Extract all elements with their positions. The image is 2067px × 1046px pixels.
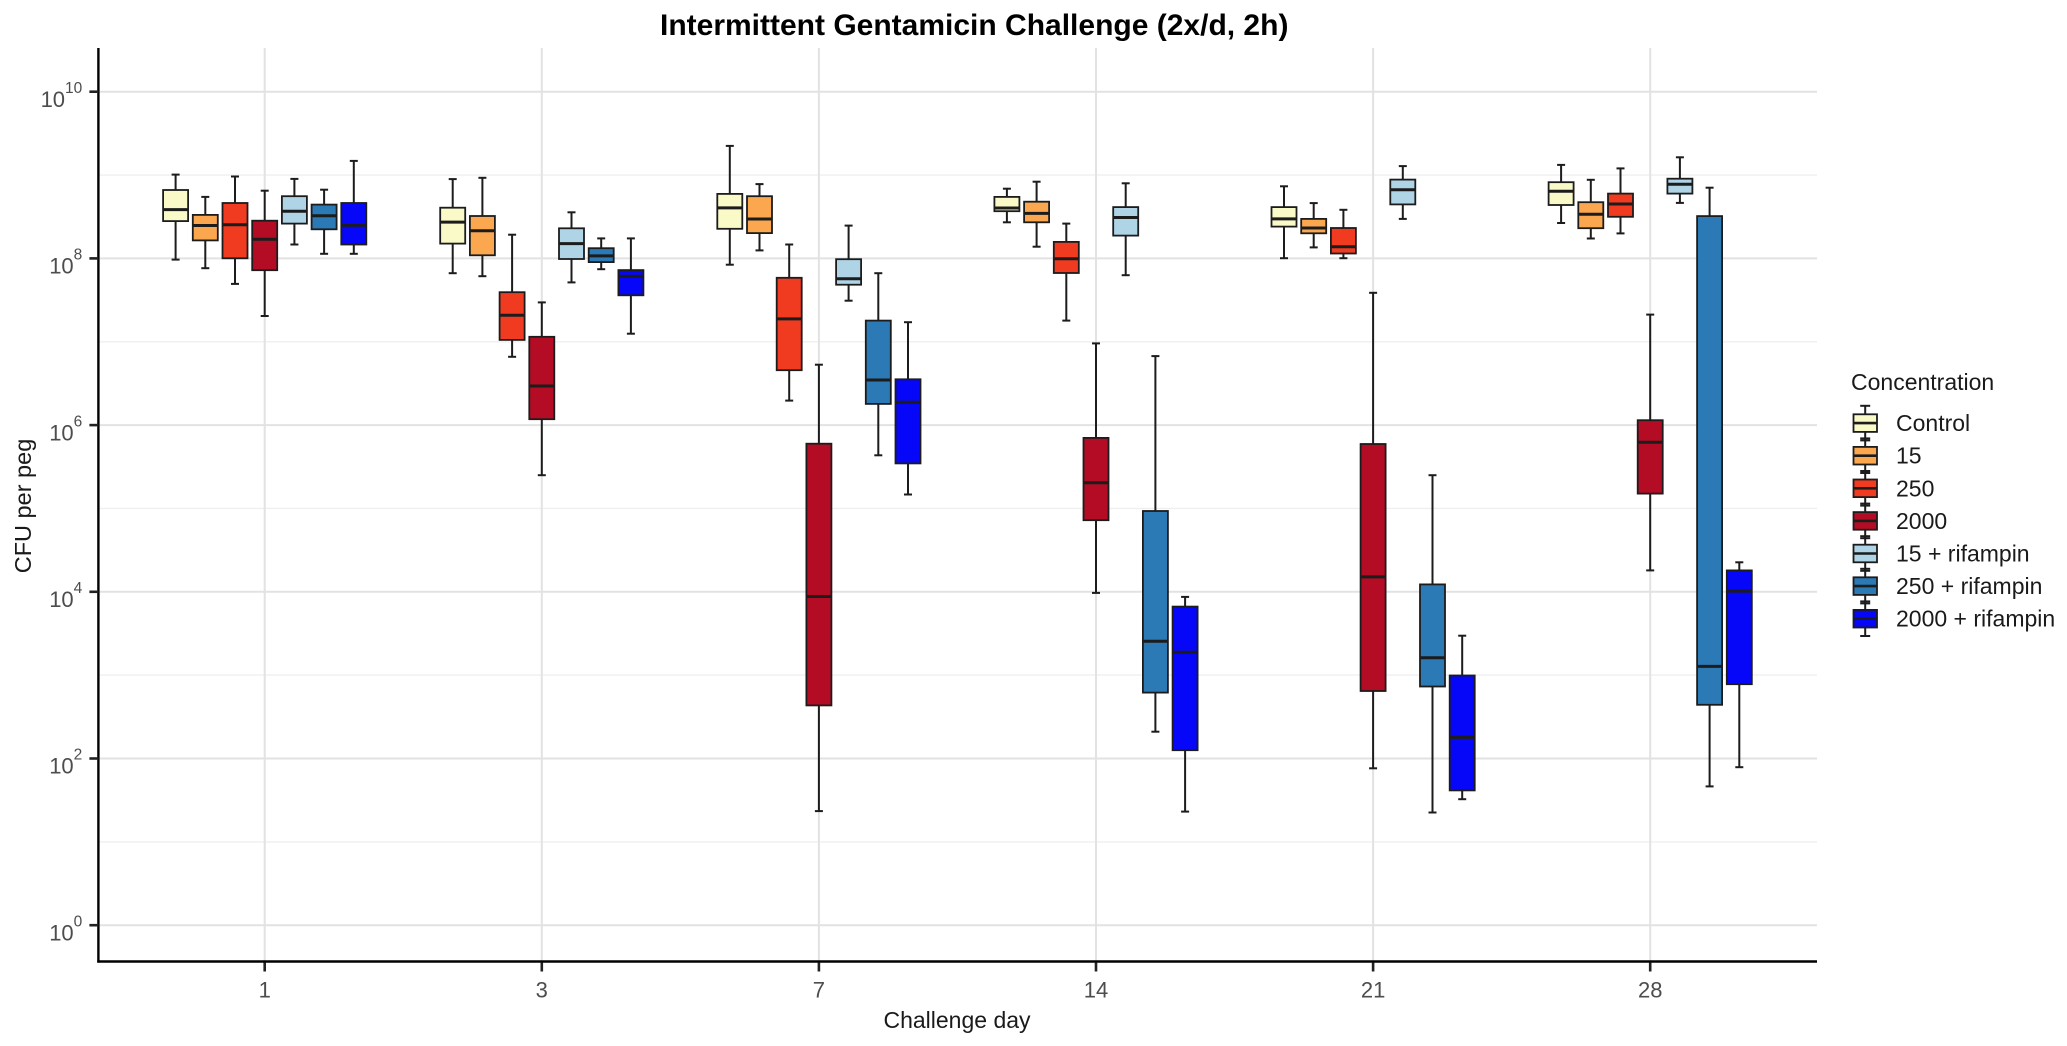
svg-text:Intermittent Gentamicin Challe: Intermittent Gentamicin Challenge (2x/d,… xyxy=(660,9,1288,42)
svg-text:14: 14 xyxy=(1084,978,1108,1003)
svg-text:250 + rifampin: 250 + rifampin xyxy=(1896,573,2042,599)
svg-text:250: 250 xyxy=(1896,475,1934,501)
svg-text:2000: 2000 xyxy=(1896,508,1947,534)
svg-text:28: 28 xyxy=(1638,978,1662,1003)
svg-text:7: 7 xyxy=(813,978,825,1003)
svg-text:Challenge day: Challenge day xyxy=(883,1007,1031,1033)
svg-text:15: 15 xyxy=(1896,443,1922,469)
svg-text:2000 + rifampin: 2000 + rifampin xyxy=(1896,606,2055,632)
svg-text:Concentration: Concentration xyxy=(1851,369,1994,395)
svg-text:3: 3 xyxy=(536,978,548,1003)
svg-text:15 + rifampin: 15 + rifampin xyxy=(1896,541,2030,567)
svg-text:21: 21 xyxy=(1361,978,1385,1003)
svg-text:1: 1 xyxy=(259,978,271,1003)
svg-text:CFU per peg: CFU per peg xyxy=(10,439,36,574)
svg-text:Control: Control xyxy=(1896,410,1970,436)
